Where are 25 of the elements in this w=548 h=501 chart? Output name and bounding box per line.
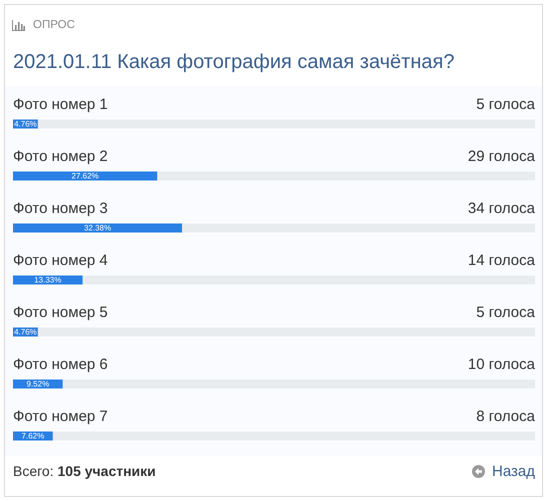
y-tick-label: Фото номер 7 [13, 408, 108, 425]
data-label: 32.38% [84, 224, 112, 232]
data-label: 4.76% [14, 120, 37, 128]
chart-subtitle: ОПРОС [33, 19, 75, 31]
data-label: 27.62% [72, 172, 99, 180]
chart-title: 2021.01.11 Какая фотография самая зачётная? [13, 51, 454, 74]
data-label: 13.33% [34, 276, 62, 284]
annotation: 5 голоса [476, 96, 536, 113]
y-tick-label: Фото номер 3 [13, 200, 108, 217]
y-tick-label: Фото номер 4 [13, 252, 108, 269]
annotation: 34 голоса [468, 200, 536, 217]
data-label: 7.62% [22, 432, 44, 440]
y-tick-label: Фото номер 6 [13, 356, 108, 373]
y-tick-label: Фото номер 2 [13, 148, 108, 165]
text: Назад [492, 463, 535, 480]
data-label: 9.52% [26, 380, 50, 388]
annotation: 29 голоса [468, 148, 536, 165]
annotation: 8 голоса [476, 408, 536, 425]
annotation: 5 голоса [476, 304, 536, 321]
data-label: 4.76% [14, 328, 37, 336]
y-tick-label: Фото номер 1 [13, 96, 108, 113]
text: Всего: 105 участники [13, 463, 156, 479]
y-tick-label: Фото номер 5 [13, 304, 108, 321]
annotation: 10 голоса [468, 356, 536, 373]
annotation: 14 голоса [468, 252, 536, 269]
